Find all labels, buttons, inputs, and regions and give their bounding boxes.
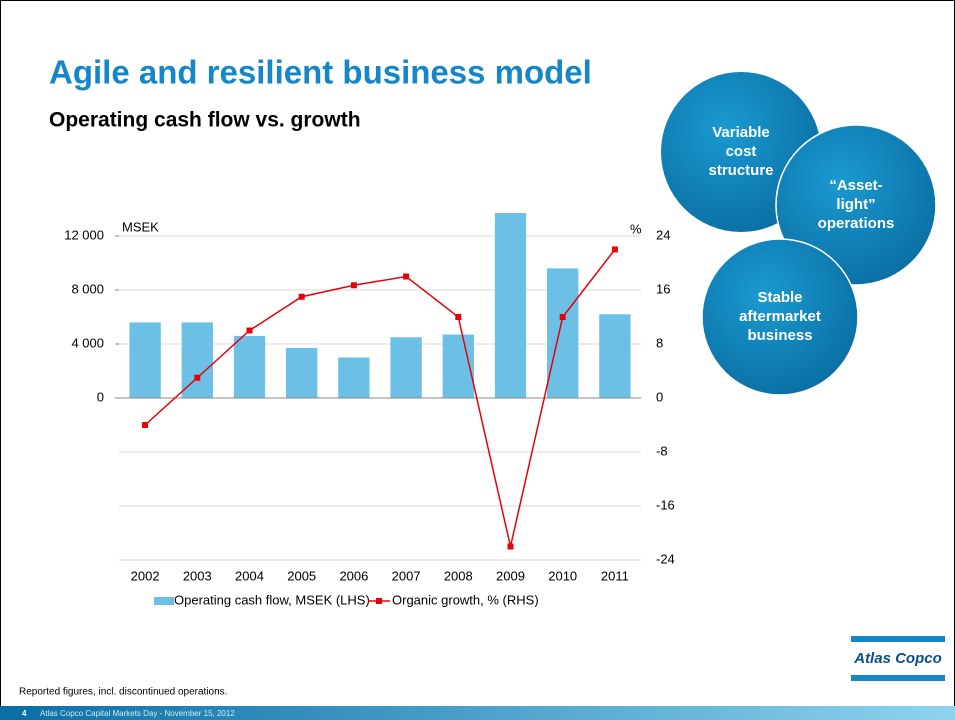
x-tick-label: 2003	[183, 568, 212, 583]
y-tick-label: 12 000	[64, 227, 104, 242]
logo: Atlas Copco	[851, 636, 945, 681]
x-tick-label: 2008	[444, 568, 473, 583]
legend-label: Organic growth, % (RHS)	[392, 592, 539, 607]
y-unit: MSEK	[122, 219, 159, 234]
y2-tick-label: 0	[656, 389, 663, 404]
bar	[599, 314, 631, 398]
marker	[298, 293, 305, 300]
subtitle: Operating cash flow vs. growth	[49, 109, 361, 132]
logo-text: Atlas Copco	[853, 650, 942, 667]
y-tick-label: 4 000	[71, 335, 104, 350]
y2-tick-label: 24	[656, 227, 670, 242]
marker	[350, 282, 357, 289]
y-tick-label: 8 000	[71, 281, 104, 296]
title: Agile and resilient business model	[49, 54, 592, 91]
x-tick-label: 2007	[392, 568, 421, 583]
marker	[403, 273, 410, 280]
x-tick-label: 2002	[131, 568, 160, 583]
y2-unit: %	[630, 221, 642, 236]
marker	[611, 246, 618, 253]
marker	[507, 543, 514, 550]
logo-stripe	[851, 675, 945, 681]
legend-swatch	[376, 598, 382, 604]
bar	[547, 268, 579, 398]
page-number: 4	[22, 709, 27, 718]
bubble-text: cost	[726, 143, 757, 160]
bar	[233, 335, 266, 398]
y2-tick-label: -24	[656, 551, 675, 566]
y2-tick-label: 8	[656, 335, 663, 350]
bubble	[775, 124, 937, 286]
bubble-text: Variable	[712, 124, 770, 141]
marker	[246, 327, 253, 334]
bubble-text: aftermarket	[739, 308, 821, 325]
marker	[455, 314, 462, 320]
x-tick-label: 2005	[287, 568, 316, 583]
footer-bar	[0, 706, 955, 720]
y2-tick-label: -8	[656, 443, 668, 458]
logo-stripe	[851, 636, 945, 642]
bar	[286, 348, 318, 398]
bubble-text: business	[747, 327, 812, 344]
marker	[194, 374, 201, 381]
x-tick-label: 2004	[235, 568, 264, 583]
x-tick-label: 2009	[496, 568, 525, 583]
legend-label: Operating cash flow, MSEK (LHS)	[174, 592, 370, 607]
bubble	[701, 238, 859, 396]
y2-tick-label: 16	[656, 281, 670, 296]
bubble-text: “Asset-	[829, 177, 882, 194]
bar	[338, 357, 370, 398]
bar	[494, 213, 527, 398]
bar	[181, 322, 213, 398]
line	[144, 249, 616, 547]
bubble-text: light”	[836, 196, 875, 213]
bar	[390, 337, 422, 398]
bar	[129, 322, 161, 398]
bubbles	[661, 72, 937, 396]
footer-text: Atlas Copco Capital Markets Day - Novemb…	[40, 709, 235, 718]
bubble-text: operations	[818, 215, 895, 232]
bubble-text: structure	[708, 162, 773, 179]
x-tick-label: 2011	[601, 568, 629, 583]
marker	[559, 314, 566, 320]
footnote: Reported figures, incl. discontinued ope…	[19, 687, 227, 698]
legend-swatch	[154, 597, 174, 605]
x-tick-label: 2006	[339, 568, 368, 583]
bubble-text: Stable	[757, 289, 802, 306]
marker	[142, 422, 149, 428]
y-tick-label: 0	[97, 389, 104, 404]
y2-tick-label: -16	[656, 497, 675, 512]
x-tick-label: 2010	[548, 568, 577, 583]
